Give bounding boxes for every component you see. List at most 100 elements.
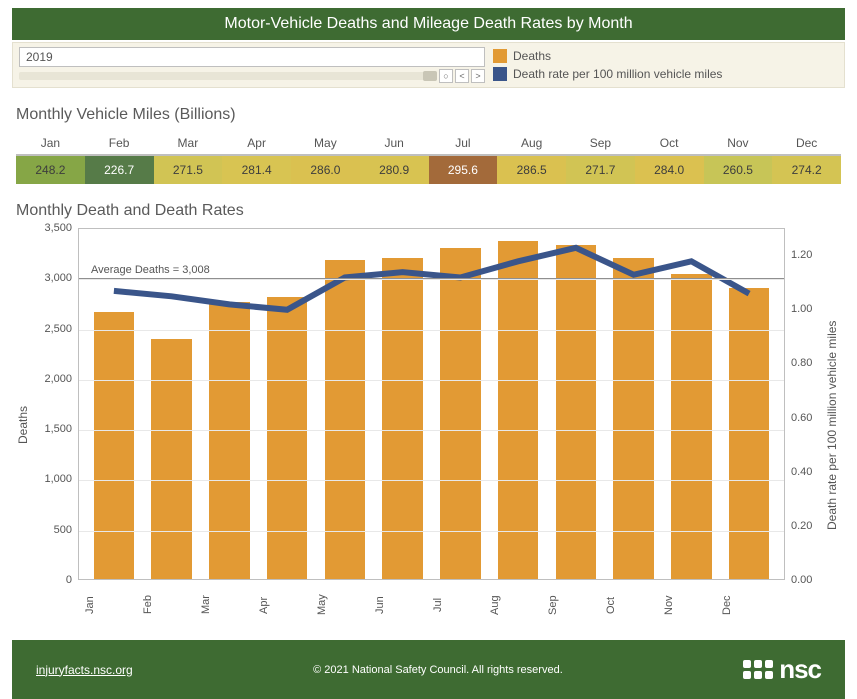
xaxis: JanFebMarAprMayJunJulAugSepOctNovDec bbox=[78, 580, 785, 622]
bar[interactable] bbox=[498, 241, 538, 579]
legend: Deaths Death rate per 100 million vehicl… bbox=[489, 47, 838, 83]
miles-col: Apr281.4 bbox=[222, 132, 291, 184]
miles-table: Jan248.2Feb226.7Mar271.5Apr281.4May286.0… bbox=[16, 132, 841, 184]
ytick-left: 0 bbox=[66, 574, 72, 586]
miles-col: Jun280.9 bbox=[360, 132, 429, 184]
miles-col-header: Apr bbox=[222, 132, 291, 156]
bar-slot bbox=[663, 229, 721, 579]
nsc-logo: nsc bbox=[743, 654, 821, 685]
bar[interactable] bbox=[556, 245, 596, 579]
miles-col-header: Mar bbox=[154, 132, 223, 156]
xaxis-label: Jan bbox=[84, 588, 142, 622]
ytick-right: 0.00 bbox=[791, 574, 812, 586]
miles-col: Nov260.5 bbox=[704, 132, 773, 184]
legend-label-deaths: Deaths bbox=[513, 49, 551, 63]
bar[interactable] bbox=[151, 339, 191, 579]
gridline bbox=[79, 330, 784, 331]
xaxis-label: Aug bbox=[489, 588, 547, 622]
miles-col: Jul295.6 bbox=[429, 132, 498, 184]
slider-reset-icon[interactable]: ○ bbox=[439, 69, 453, 83]
miles-col-header: Jun bbox=[360, 132, 429, 156]
xaxis-label: Oct bbox=[605, 588, 663, 622]
yaxis-right: 0.000.200.400.600.801.001.20 bbox=[785, 228, 825, 580]
slider-prev-icon[interactable]: < bbox=[455, 69, 469, 83]
ytick-right: 0.40 bbox=[791, 466, 812, 478]
footer-link[interactable]: injuryfacts.nsc.org bbox=[36, 663, 133, 677]
miles-col-header: May bbox=[291, 132, 360, 156]
miles-col-header: Dec bbox=[772, 132, 841, 156]
miles-col-header: Nov bbox=[704, 132, 773, 156]
bar-slot bbox=[258, 229, 316, 579]
bar-slot bbox=[605, 229, 663, 579]
gridline bbox=[79, 480, 784, 481]
xaxis-label: Mar bbox=[200, 588, 258, 622]
year-slider[interactable] bbox=[19, 72, 437, 80]
chart-section-title: Monthly Death and Death Rates bbox=[16, 202, 845, 220]
gridline bbox=[79, 531, 784, 532]
bar[interactable] bbox=[729, 288, 769, 579]
ytick-right: 1.20 bbox=[791, 249, 812, 261]
plot-area: Average Deaths = 3,008 bbox=[78, 228, 785, 580]
miles-col: Jan248.2 bbox=[16, 132, 85, 184]
miles-col-header: Oct bbox=[635, 132, 704, 156]
bar[interactable] bbox=[671, 274, 711, 579]
miles-col: Oct284.0 bbox=[635, 132, 704, 184]
miles-col-value: 286.5 bbox=[497, 156, 566, 184]
miles-col-header: Jul bbox=[429, 132, 498, 156]
average-line bbox=[79, 278, 784, 279]
bar-slot bbox=[143, 229, 201, 579]
slider-next-icon[interactable]: > bbox=[471, 69, 485, 83]
xaxis-label: Jun bbox=[374, 588, 432, 622]
ytick-left: 2,000 bbox=[44, 373, 72, 385]
bar-slot bbox=[489, 229, 547, 579]
ytick-left: 3,000 bbox=[44, 272, 72, 284]
miles-col-header: Sep bbox=[566, 132, 635, 156]
bar-slot bbox=[720, 229, 778, 579]
xaxis-label: Apr bbox=[258, 588, 316, 622]
miles-col-value: 271.5 bbox=[154, 156, 223, 184]
miles-col-value: 284.0 bbox=[635, 156, 704, 184]
legend-swatch-deaths bbox=[493, 49, 507, 63]
ytick-right: 0.80 bbox=[791, 357, 812, 369]
bar-slot bbox=[316, 229, 374, 579]
bar[interactable] bbox=[209, 302, 249, 579]
bar-slot bbox=[374, 229, 432, 579]
bar[interactable] bbox=[440, 248, 480, 579]
ytick-left: 1,000 bbox=[44, 473, 72, 485]
xaxis-label: May bbox=[316, 588, 374, 622]
miles-col-value: 274.2 bbox=[772, 156, 841, 184]
miles-col-value: 281.4 bbox=[222, 156, 291, 184]
ytick-left: 1,500 bbox=[44, 423, 72, 435]
miles-col: Mar271.5 bbox=[154, 132, 223, 184]
bar[interactable] bbox=[94, 312, 134, 579]
miles-col-value: 226.7 bbox=[85, 156, 154, 184]
xaxis-label: Sep bbox=[547, 588, 605, 622]
legend-label-rate: Death rate per 100 million vehicle miles bbox=[513, 67, 722, 81]
miles-col: Sep271.7 bbox=[566, 132, 635, 184]
miles-col-header: Feb bbox=[85, 132, 154, 156]
bar-slot bbox=[547, 229, 605, 579]
ytick-left: 500 bbox=[54, 524, 72, 536]
xaxis-label: Feb bbox=[142, 588, 200, 622]
xaxis-label: Dec bbox=[721, 588, 779, 622]
xaxis-label: Jul bbox=[432, 588, 490, 622]
footer: injuryfacts.nsc.org © 2021 National Safe… bbox=[12, 640, 845, 699]
miles-col-header: Aug bbox=[497, 132, 566, 156]
year-input[interactable] bbox=[19, 47, 485, 67]
miles-col: Feb226.7 bbox=[85, 132, 154, 184]
miles-section-title: Monthly Vehicle Miles (Billions) bbox=[16, 106, 845, 124]
ytick-left: 3,500 bbox=[44, 222, 72, 234]
yaxis-left: 05001,0001,5002,0002,5003,0003,500 bbox=[32, 228, 78, 580]
average-label: Average Deaths = 3,008 bbox=[89, 264, 212, 276]
gridline bbox=[79, 430, 784, 431]
miles-col: Aug286.5 bbox=[497, 132, 566, 184]
ytick-right: 0.60 bbox=[791, 412, 812, 424]
xaxis-label: Nov bbox=[663, 588, 721, 622]
miles-col-value: 286.0 bbox=[291, 156, 360, 184]
ytick-right: 1.00 bbox=[791, 303, 812, 315]
bar[interactable] bbox=[267, 297, 307, 579]
ytick-left: 2,500 bbox=[44, 323, 72, 335]
controls-panel: ○ < > Deaths Death rate per 100 million … bbox=[12, 42, 845, 88]
legend-swatch-rate bbox=[493, 67, 507, 81]
footer-copyright: © 2021 National Safety Council. All righ… bbox=[133, 664, 743, 676]
